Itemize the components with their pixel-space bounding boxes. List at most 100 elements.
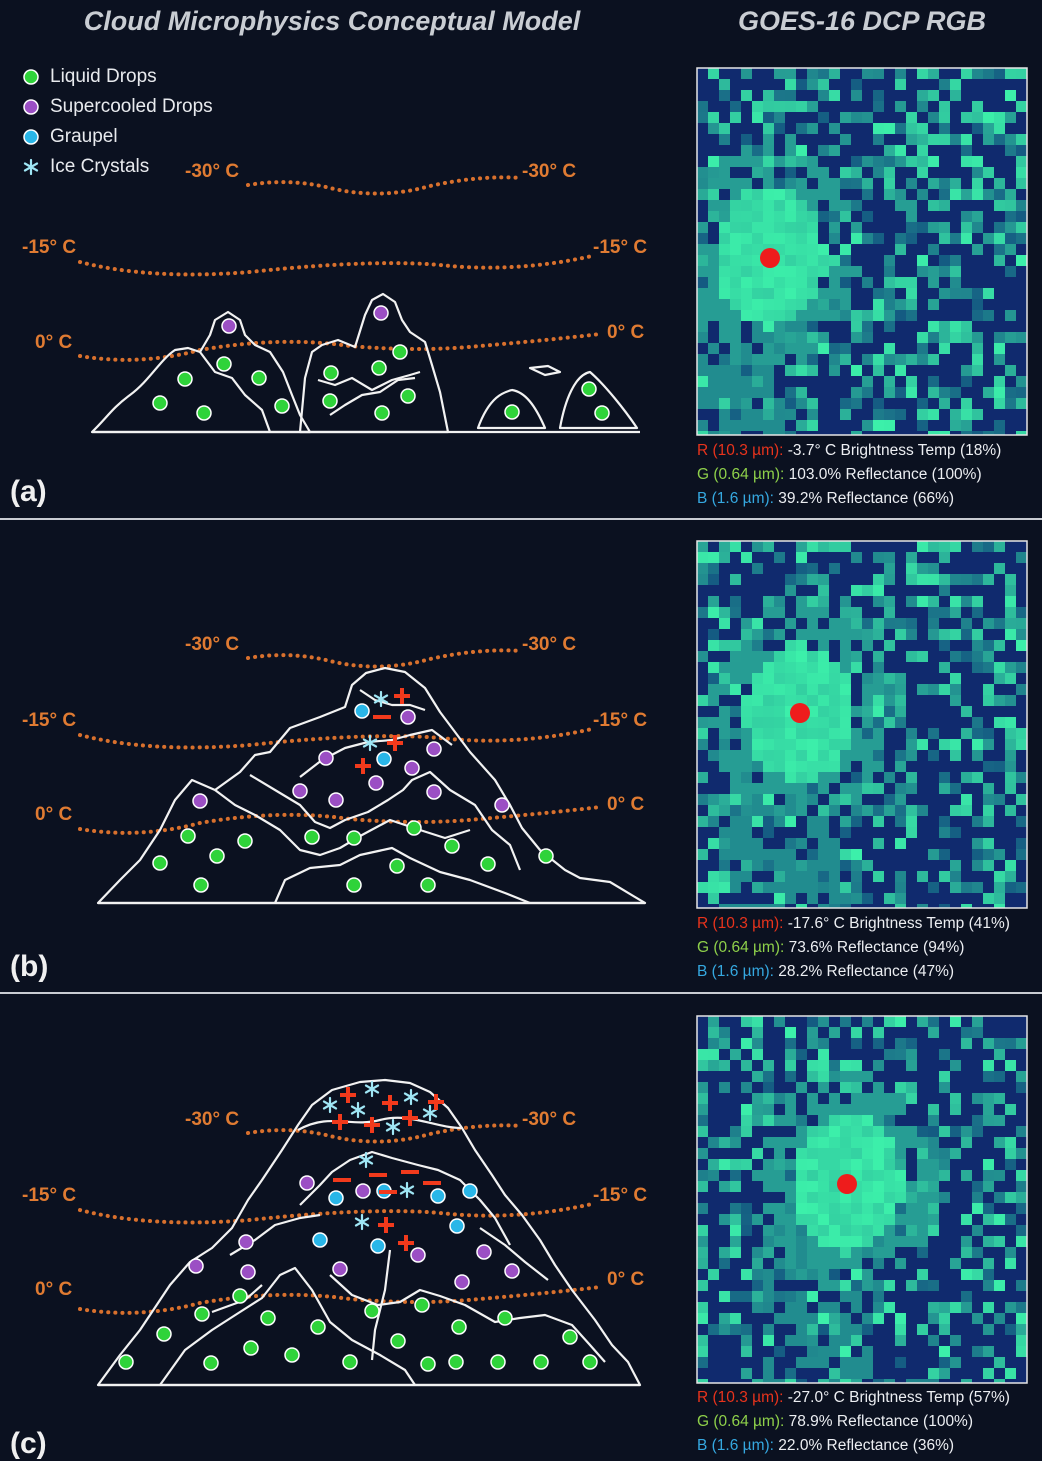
pixel	[708, 695, 719, 706]
pixel	[961, 1027, 972, 1038]
pixel	[873, 871, 884, 882]
pixel	[983, 1258, 994, 1269]
pixel	[752, 365, 763, 376]
pixel	[829, 1104, 840, 1115]
pixel	[697, 167, 708, 178]
pixel	[906, 629, 917, 640]
pixel	[752, 541, 763, 552]
pixel	[862, 277, 873, 288]
pixel	[708, 1269, 719, 1280]
pixel	[862, 1159, 873, 1170]
pixel	[796, 1335, 807, 1346]
liquid-drop	[217, 357, 231, 371]
pixel	[873, 233, 884, 244]
pixel	[961, 1291, 972, 1302]
pixel	[807, 772, 818, 783]
pixel	[1016, 849, 1027, 860]
pixel	[917, 409, 928, 420]
pixel	[730, 827, 741, 838]
pixel	[994, 332, 1005, 343]
pixel	[851, 233, 862, 244]
pixel	[983, 387, 994, 398]
pixel	[818, 1203, 829, 1214]
pixel	[1016, 618, 1027, 629]
pixel	[972, 1269, 983, 1280]
pixel	[730, 332, 741, 343]
pixel	[961, 1137, 972, 1148]
channel-info: B (1.6 µm): 39.2% Reflectance (66%)	[697, 490, 954, 507]
pixel	[906, 816, 917, 827]
pixel	[928, 134, 939, 145]
pixel	[752, 1291, 763, 1302]
channel-value: -27.0° C Brightness Temp (57%)	[788, 1389, 1010, 1406]
pixel	[1005, 1137, 1016, 1148]
pixel	[906, 1280, 917, 1291]
pixel	[807, 794, 818, 805]
pixel	[928, 1148, 939, 1159]
pixel	[983, 189, 994, 200]
pixel	[928, 596, 939, 607]
pixel	[697, 387, 708, 398]
pixel	[851, 816, 862, 827]
pixel	[818, 596, 829, 607]
pixel	[785, 805, 796, 816]
pixel	[752, 1258, 763, 1269]
pixel	[950, 321, 961, 332]
pixel	[785, 167, 796, 178]
pixel	[840, 673, 851, 684]
pixel	[917, 1192, 928, 1203]
pixel	[906, 156, 917, 167]
pixel	[1016, 332, 1027, 343]
pixel	[730, 387, 741, 398]
pixel	[708, 893, 719, 904]
pixel	[873, 365, 884, 376]
pixel	[796, 1137, 807, 1148]
liquid-drop	[119, 1355, 133, 1369]
pixel	[906, 596, 917, 607]
pixel	[752, 211, 763, 222]
pixel	[972, 1126, 983, 1137]
pixel	[961, 1269, 972, 1280]
pixel	[708, 1170, 719, 1181]
pixel	[851, 79, 862, 90]
pixel	[785, 1214, 796, 1225]
pixel	[895, 1126, 906, 1137]
pixel	[873, 662, 884, 673]
pixel	[708, 563, 719, 574]
pixel	[950, 1302, 961, 1313]
pixel	[708, 673, 719, 684]
pixel	[972, 189, 983, 200]
pixel	[708, 717, 719, 728]
pixel	[961, 728, 972, 739]
legend-icon	[24, 130, 38, 144]
pixel	[1005, 1060, 1016, 1071]
pixel	[917, 1324, 928, 1335]
pixel	[719, 365, 730, 376]
pixel	[763, 321, 774, 332]
pixel	[950, 1357, 961, 1368]
isotherm-label: -30° C	[185, 634, 239, 655]
pixel	[752, 1148, 763, 1159]
pixel	[862, 1126, 873, 1137]
pixel	[719, 1038, 730, 1049]
pixel	[774, 1269, 785, 1280]
pixel	[873, 1280, 884, 1291]
pixel	[928, 1027, 939, 1038]
pixel	[873, 783, 884, 794]
pixel	[983, 112, 994, 123]
pixel	[895, 1038, 906, 1049]
pixel	[873, 1082, 884, 1093]
pixel	[851, 1225, 862, 1236]
pixel	[774, 871, 785, 882]
pixel	[697, 332, 708, 343]
pixel	[928, 1170, 939, 1181]
channel-band: G (0.64 µm):	[697, 939, 784, 956]
pixel	[961, 1302, 972, 1313]
pixel	[851, 90, 862, 101]
pixel	[895, 1236, 906, 1247]
pixel	[796, 420, 807, 431]
pixel	[774, 420, 785, 431]
pixel	[785, 728, 796, 739]
pixel	[785, 893, 796, 904]
pixel	[983, 1115, 994, 1126]
